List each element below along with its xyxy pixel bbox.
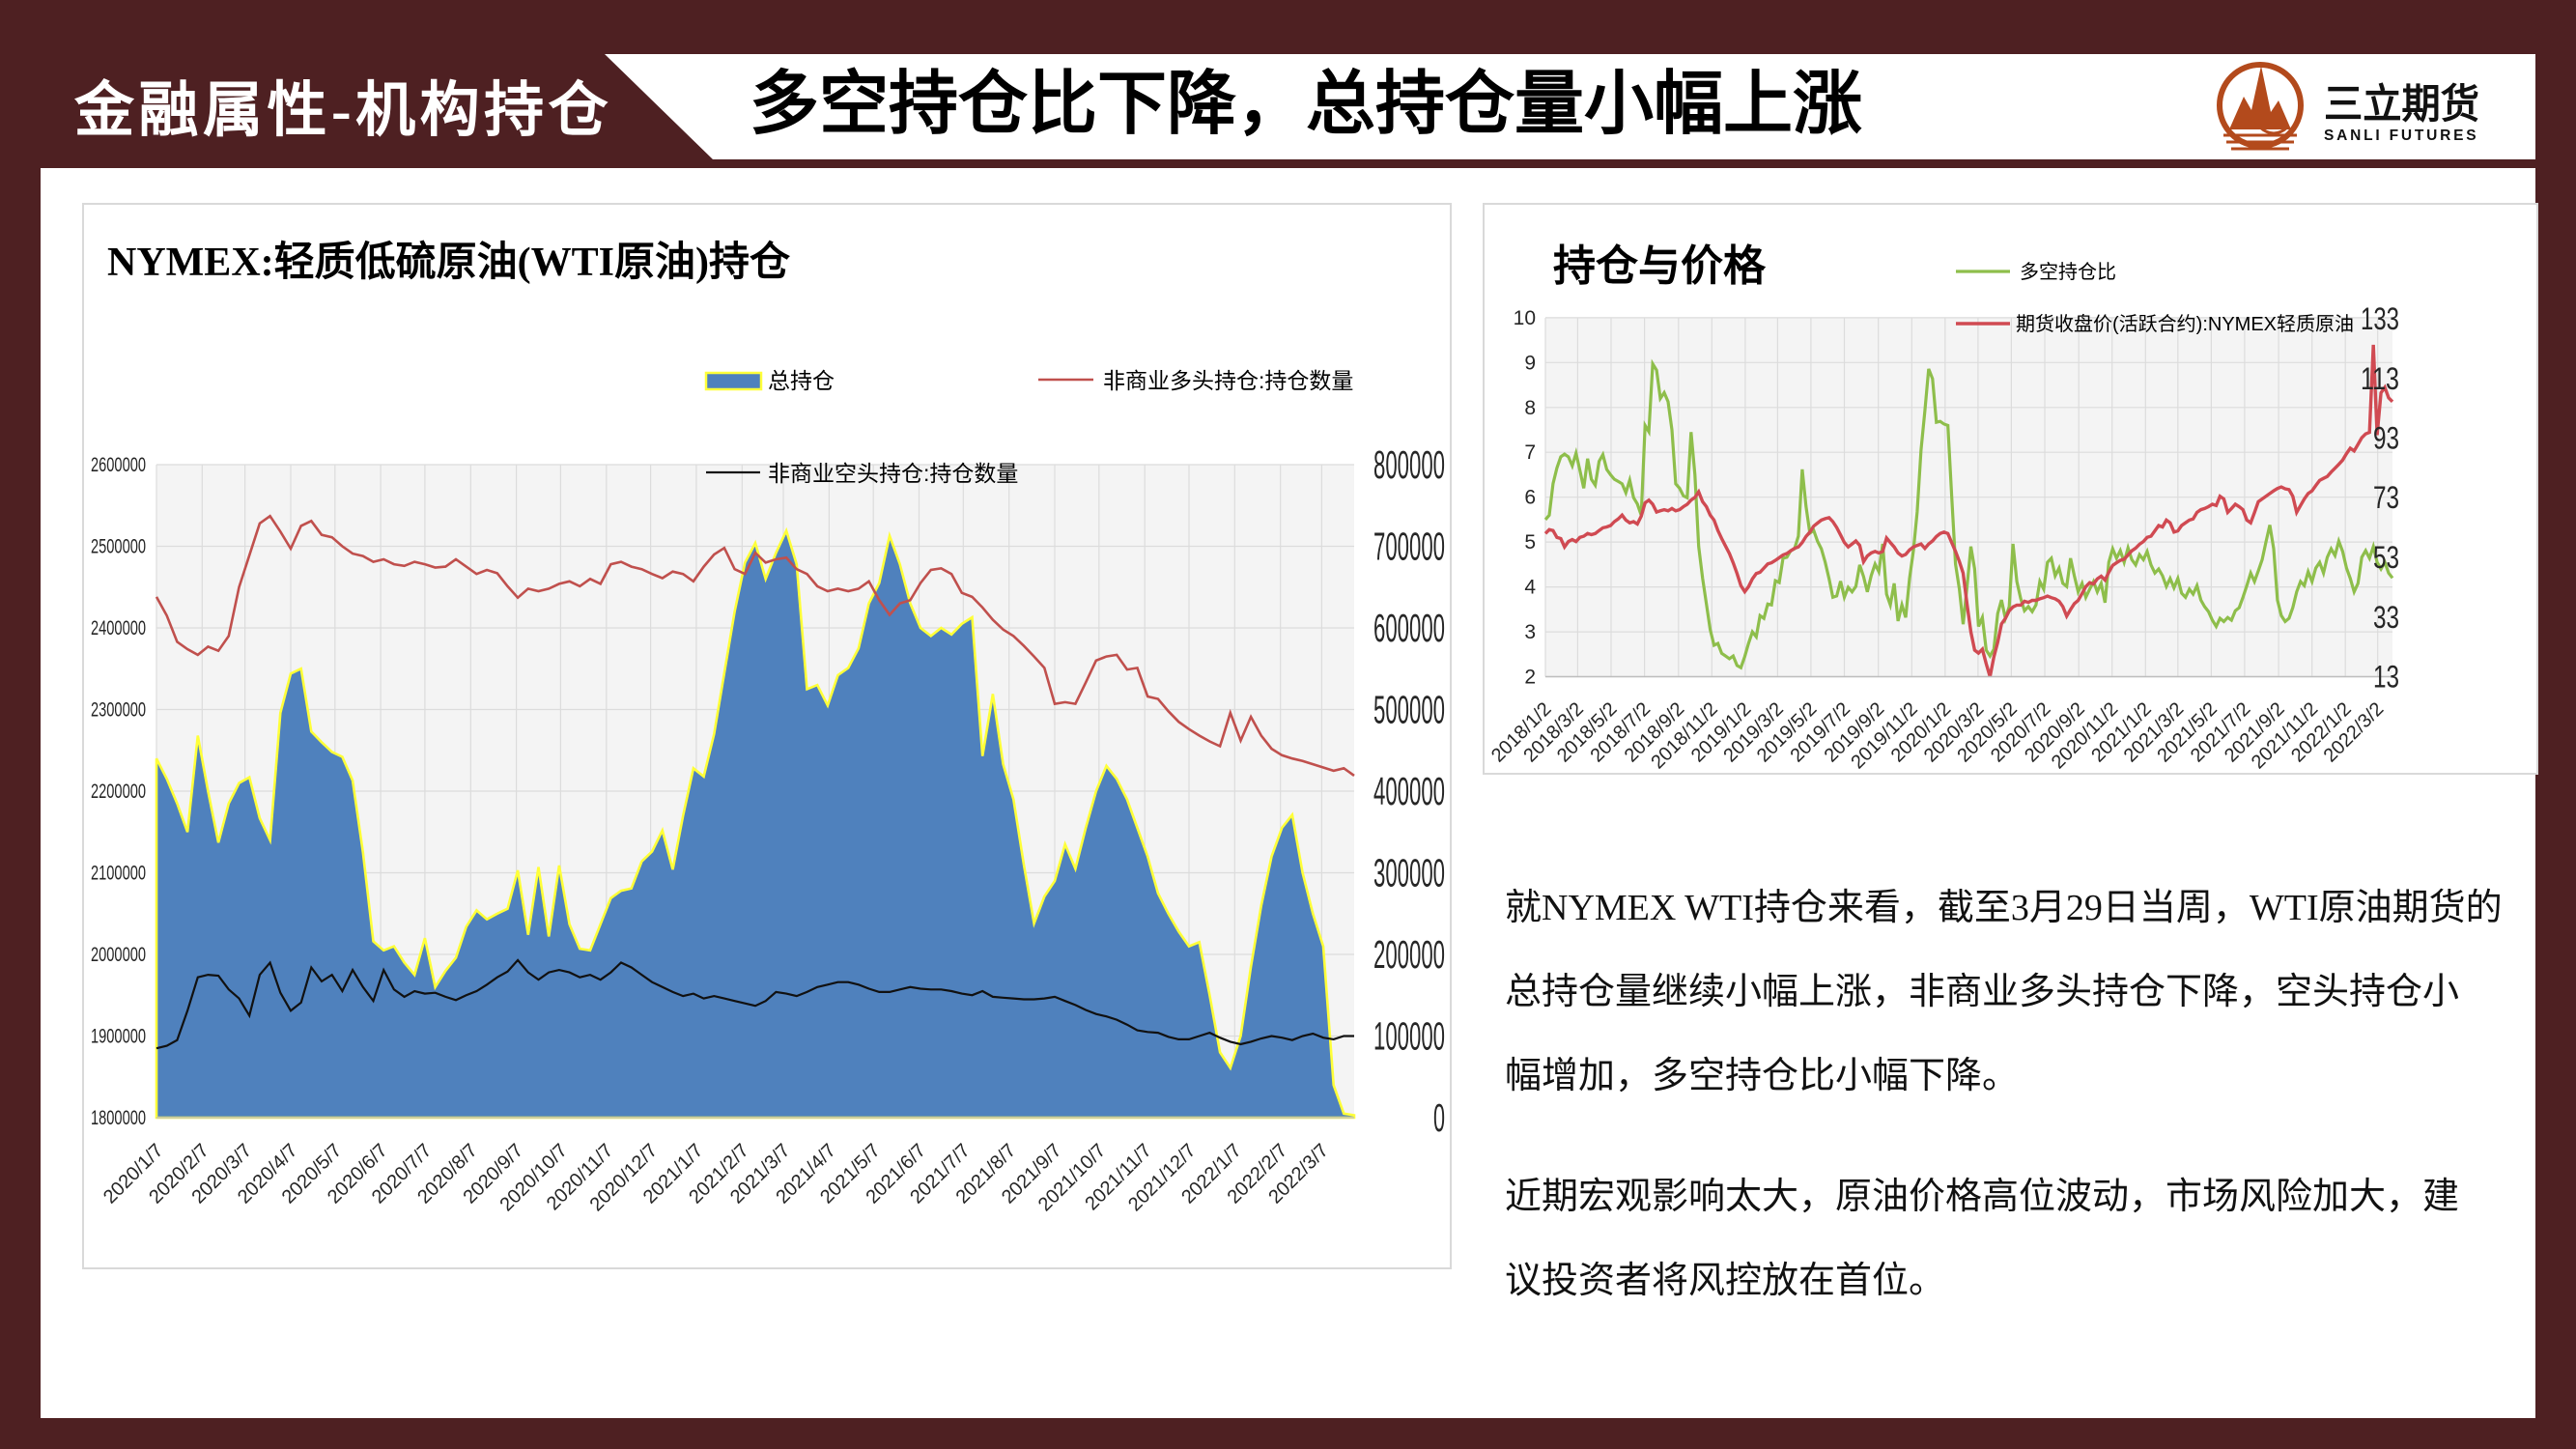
svg-text:三立期货: 三立期货 bbox=[2324, 81, 2479, 127]
svg-text:多空持仓比: 多空持仓比 bbox=[2020, 261, 2116, 283]
svg-text:2600000: 2600000 bbox=[91, 454, 146, 476]
svg-text:SANLI FUTURES: SANLI FUTURES bbox=[2324, 128, 2478, 144]
svg-text:7: 7 bbox=[1524, 441, 1536, 464]
svg-text:2100000: 2100000 bbox=[91, 863, 146, 885]
svg-text:500000: 500000 bbox=[1373, 688, 1445, 732]
svg-text:700000: 700000 bbox=[1373, 525, 1445, 569]
svg-text:93: 93 bbox=[2373, 421, 2399, 456]
svg-text:53: 53 bbox=[2373, 540, 2399, 575]
svg-text:5: 5 bbox=[1524, 531, 1536, 554]
svg-text:300000: 300000 bbox=[1373, 851, 1445, 895]
svg-text:2500000: 2500000 bbox=[91, 536, 146, 558]
svg-text:113: 113 bbox=[2361, 361, 2399, 396]
svg-text:13: 13 bbox=[2373, 660, 2399, 695]
svg-text:NYMEX:轻质低硫原油(WTI原油)持仓: NYMEX:轻质低硫原油(WTI原油)持仓 bbox=[107, 240, 791, 285]
svg-text:200000: 200000 bbox=[1373, 932, 1445, 977]
svg-text:2300000: 2300000 bbox=[91, 699, 146, 722]
svg-text:800000: 800000 bbox=[1373, 442, 1445, 487]
svg-text:600000: 600000 bbox=[1373, 606, 1445, 650]
svg-text:2: 2 bbox=[1524, 667, 1536, 689]
svg-text:3: 3 bbox=[1524, 621, 1536, 643]
svg-text:非商业多头持仓:持仓数量: 非商业多头持仓:持仓数量 bbox=[1103, 368, 1353, 393]
svg-text:4: 4 bbox=[1524, 577, 1536, 599]
svg-text:非商业空头持仓:持仓数量: 非商业空头持仓:持仓数量 bbox=[768, 461, 1018, 486]
svg-text:2200000: 2200000 bbox=[91, 781, 146, 803]
svg-text:100000: 100000 bbox=[1373, 1014, 1445, 1059]
svg-text:总持仓: 总持仓 bbox=[768, 368, 835, 393]
svg-text:2000000: 2000000 bbox=[91, 944, 146, 966]
svg-text:10: 10 bbox=[1514, 307, 1536, 329]
svg-text:33: 33 bbox=[2373, 600, 2399, 635]
svg-text:8: 8 bbox=[1524, 397, 1536, 419]
svg-text:133: 133 bbox=[2361, 301, 2399, 336]
svg-text:400000: 400000 bbox=[1373, 769, 1445, 813]
svg-text:1900000: 1900000 bbox=[91, 1026, 146, 1048]
svg-text:2400000: 2400000 bbox=[91, 617, 146, 639]
svg-text:73: 73 bbox=[2373, 480, 2399, 515]
svg-text:1800000: 1800000 bbox=[91, 1107, 146, 1129]
svg-text:6: 6 bbox=[1524, 487, 1536, 509]
svg-text:持仓与价格: 持仓与价格 bbox=[1553, 242, 1767, 290]
svg-text:9: 9 bbox=[1524, 352, 1536, 374]
svg-text:0: 0 bbox=[1433, 1095, 1445, 1140]
svg-text:期货收盘价(活跃合约):NYMEX轻质原油: 期货收盘价(活跃合约):NYMEX轻质原油 bbox=[2016, 313, 2354, 335]
